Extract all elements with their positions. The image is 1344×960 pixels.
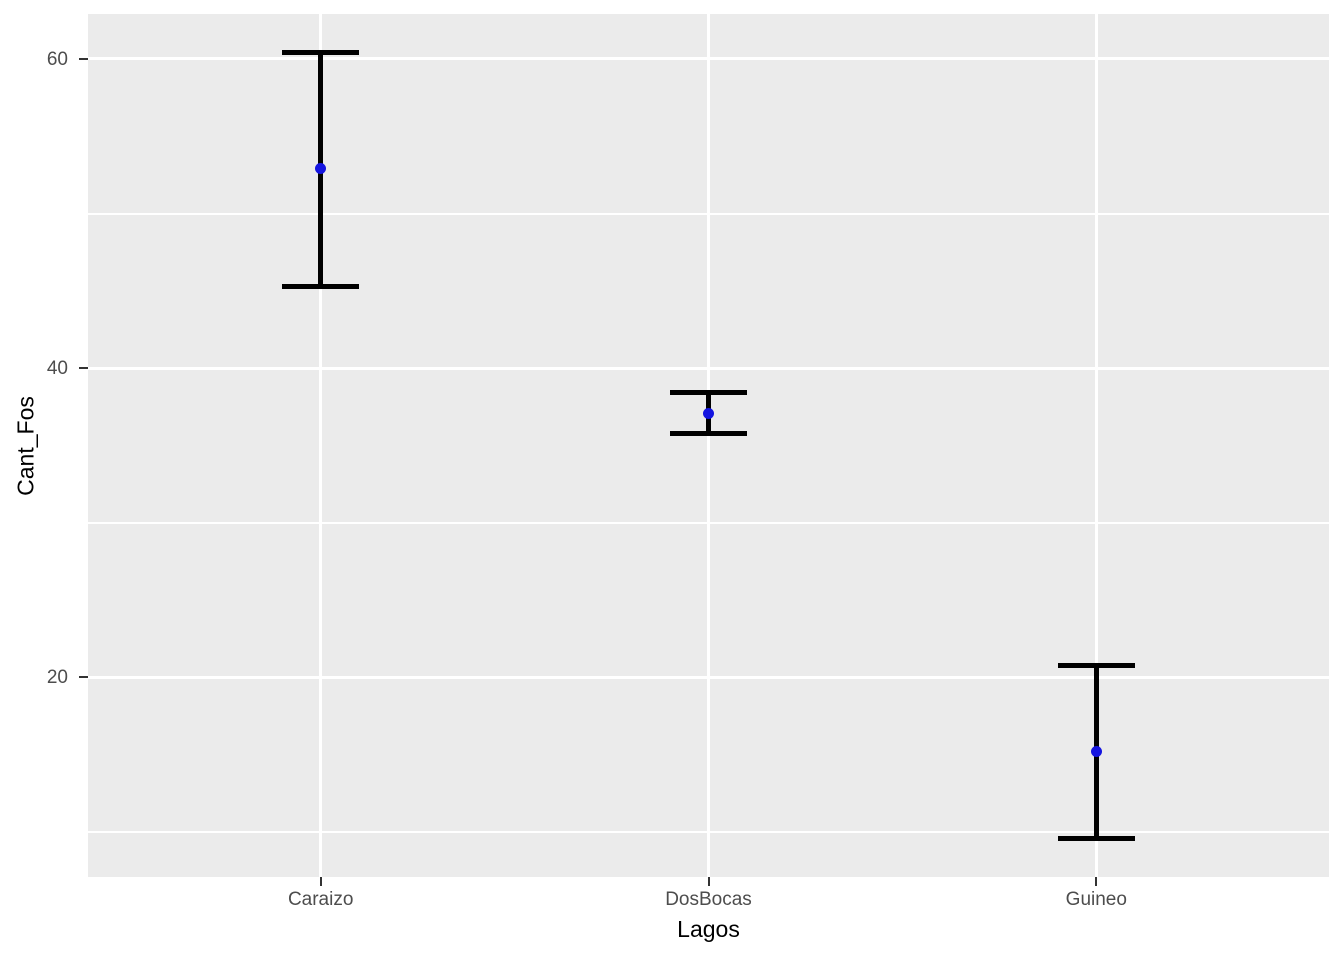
x-axis-title: Lagos bbox=[677, 916, 740, 942]
point-dosbocas bbox=[703, 407, 714, 419]
errorbar-cap-bottom-caraizo bbox=[282, 283, 360, 289]
y-tick-label-20: 20 bbox=[46, 667, 68, 689]
point-caraizo bbox=[315, 163, 327, 175]
x-tick-mark-guineo bbox=[1095, 877, 1098, 886]
y-tick-mark-20 bbox=[79, 676, 88, 679]
x-tick-mark-dosbocas bbox=[707, 877, 710, 886]
errorbar-cap-bottom-guineo bbox=[1057, 835, 1135, 841]
y-tick-mark-40 bbox=[79, 367, 88, 370]
errorbar-cap-top-caraizo bbox=[282, 50, 360, 56]
x-tick-label-dosbocas: DosBocas bbox=[665, 889, 752, 910]
gridline-major-x-caraizo bbox=[319, 14, 323, 877]
point-guineo bbox=[1090, 746, 1102, 758]
x-tick-mark-caraizo bbox=[319, 877, 322, 886]
y-tick-label-60: 60 bbox=[46, 48, 68, 70]
errorbar-cap-bottom-dosbocas bbox=[670, 430, 747, 436]
x-tick-label-guineo: Guineo bbox=[1065, 889, 1127, 910]
gridline-major-x-guineo bbox=[1094, 14, 1098, 877]
y-tick-mark-60 bbox=[79, 57, 88, 60]
errorbar-cap-top-guineo bbox=[1057, 662, 1135, 668]
gridline-major-x-dosbocas bbox=[707, 14, 710, 877]
y-tick-label-40: 40 bbox=[46, 358, 68, 380]
x-tick-label-caraizo: Caraizo bbox=[287, 889, 354, 910]
errorbar-cap-top-dosbocas bbox=[670, 390, 747, 396]
y-axis-title: Cant_Fos bbox=[12, 395, 39, 496]
